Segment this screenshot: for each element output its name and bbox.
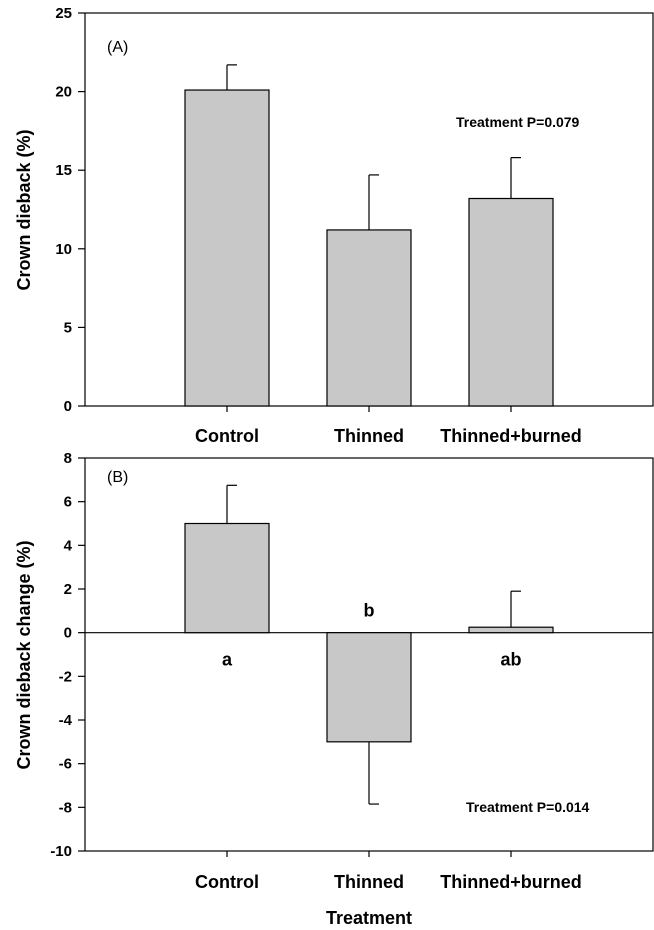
panel-a-y-tick-label: 10 <box>55 241 72 258</box>
panel-a-y-axis-title: Crown dieback (%) <box>14 129 34 290</box>
panel-b-y-tick-label: -4 <box>59 712 73 729</box>
panel-b-y-tick-label: -10 <box>50 843 72 860</box>
panel-a-category-label: Thinned+burned <box>440 426 582 446</box>
panel-b-bar-thinned-burned <box>468 626 554 634</box>
panel-b-y-axis-title: Crown dieback change (%) <box>14 540 34 769</box>
panel-a-annotation: Treatment P=0.079 <box>456 114 580 130</box>
panel-a-category-label: Thinned <box>334 426 404 446</box>
panel-b-category-label: Thinned+burned <box>440 872 582 892</box>
panel-a-y-tick-label: 15 <box>55 162 72 179</box>
panel-a-label: (A) <box>107 39 128 56</box>
panel-b-y-tick-label: 0 <box>64 625 72 642</box>
panel-a-y-tick-label: 25 <box>55 5 72 22</box>
panel-a-y-tick-label: 20 <box>55 84 72 101</box>
panel-a-bar-thinned-burned <box>468 197 554 407</box>
panel-b-significance-letter: a <box>222 650 233 670</box>
panel-b-y-tick-label: 2 <box>64 581 72 598</box>
panel-a-y-tick-label: 5 <box>64 319 72 336</box>
panel-b-y-tick-label: -6 <box>59 756 72 773</box>
panel-a-chart: (A) Treatment P=0.079 Crown dieback (%) … <box>14 5 654 446</box>
panel-b-category-label: Thinned <box>334 872 404 892</box>
panel-b-y-tick-label: -2 <box>59 668 72 685</box>
panel-b-bar-thinned <box>326 632 412 743</box>
panel-b-y-tick-label: 6 <box>64 494 72 511</box>
panel-a-bar-control <box>184 89 270 407</box>
panel-b-y-tick-label: 4 <box>64 537 73 554</box>
panel-b-category-label: Control <box>195 872 259 892</box>
panel-b-significance-letter: ab <box>500 650 521 670</box>
panel-b-significance-letter: b <box>364 601 375 621</box>
panel-a-y-tick-label: 0 <box>64 398 72 415</box>
panel-b-annotation: Treatment P=0.014 <box>466 799 590 815</box>
panel-a-bar-thinned <box>326 229 412 407</box>
panel-a-category-label: Control <box>195 426 259 446</box>
panel-b-chart: (B) Treatment P=0.014 Crown dieback chan… <box>14 450 654 928</box>
panel-b-label: (B) <box>107 469 128 486</box>
panel-b-y-tick-label: -8 <box>59 799 72 816</box>
panel-b-y-tick-label: 8 <box>64 450 72 467</box>
panel-b-bar-control <box>184 522 270 634</box>
panel-b-x-axis-title: Treatment <box>326 908 412 928</box>
